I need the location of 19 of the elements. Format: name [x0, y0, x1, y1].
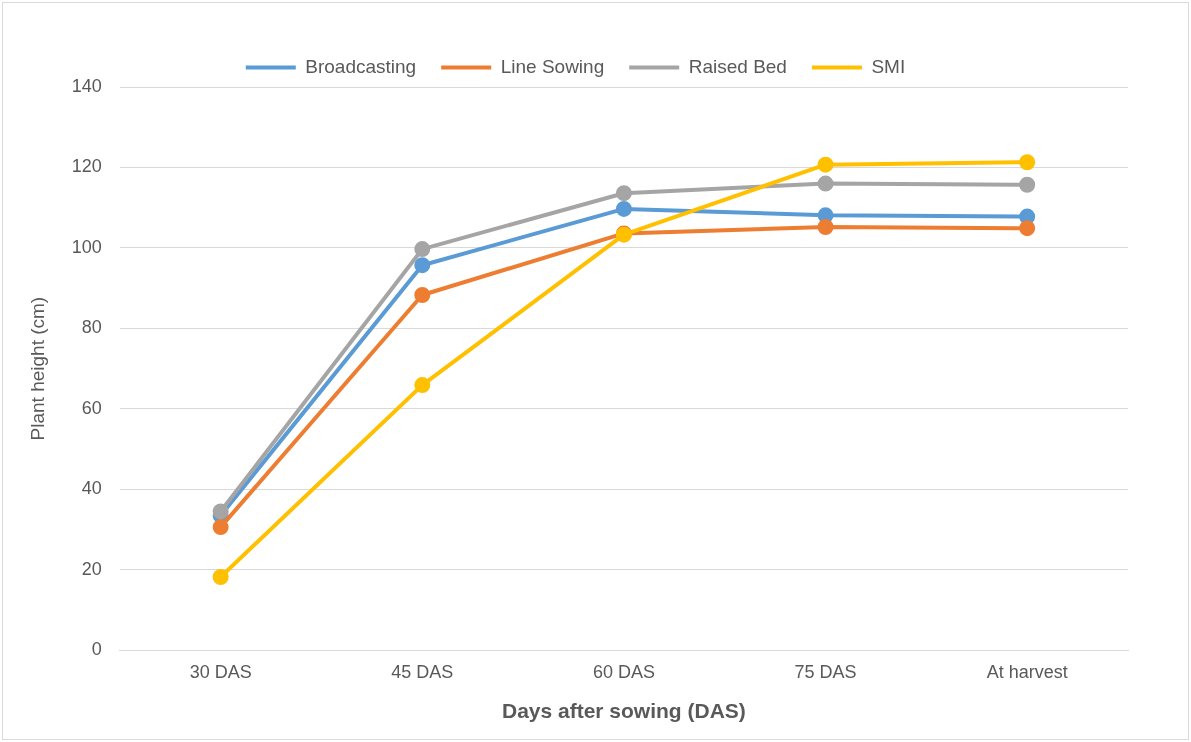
y-axis-title: Plant height (cm): [26, 296, 48, 441]
y-tick-label: 40: [81, 478, 102, 499]
y-tick-label: 140: [71, 75, 102, 96]
x-tick-label: 30 DAS: [189, 661, 252, 682]
legend-label: Broadcasting: [305, 55, 417, 77]
y-tick-label: 60: [81, 397, 102, 418]
y-tick-label: 100: [71, 236, 102, 257]
x-tick-label: At harvest: [986, 661, 1068, 682]
x-axis-title: Days after sowing (DAS): [501, 699, 746, 723]
x-tick-label: 75 DAS: [794, 661, 857, 682]
y-tick-label: 80: [81, 317, 102, 338]
y-tick-label: 20: [81, 558, 102, 579]
y-tick-label: 120: [71, 156, 102, 177]
x-tick-label: 60 DAS: [592, 661, 655, 682]
legend-label: SMI: [871, 55, 906, 77]
legend-label: Raised Bed: [688, 55, 787, 77]
x-tick-label: 45 DAS: [391, 661, 454, 682]
y-tick-label: 0: [91, 639, 102, 660]
legend-label: Line Sowing: [500, 55, 605, 77]
